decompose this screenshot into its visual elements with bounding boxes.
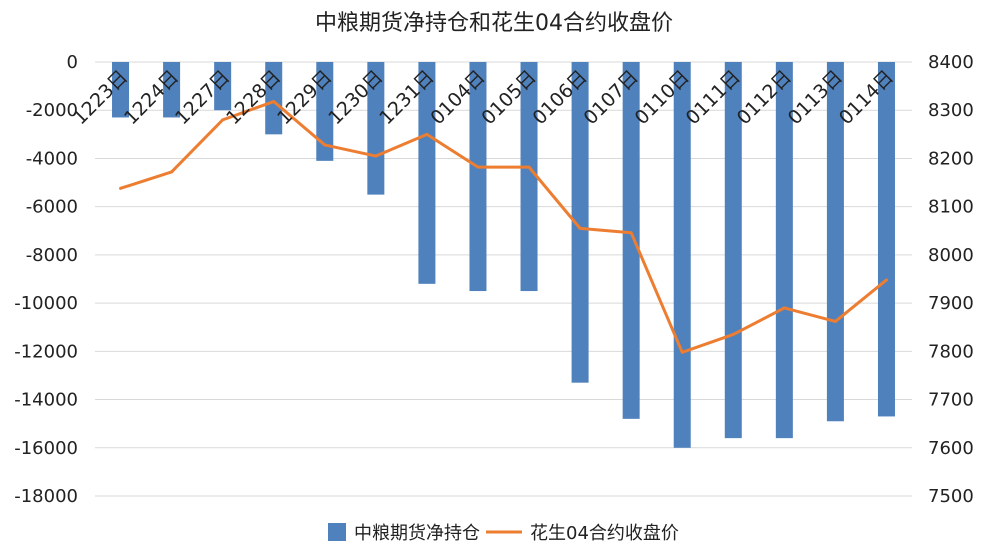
chart-title: 中粮期货净持仓和花生04合约收盘价 <box>315 11 673 36</box>
line-point <box>578 226 582 230</box>
right-axis-ticks: 8400 8300 8200 8100 8000 7900 7800 7700 7600 7500 <box>928 52 974 507</box>
bar-series <box>112 62 895 448</box>
bar <box>418 62 436 284</box>
right-tick-label: 7700 <box>928 390 974 411</box>
left-tick-label: -16000 <box>14 438 78 459</box>
line-point <box>272 100 276 104</box>
right-tick-label: 7500 <box>928 486 974 507</box>
bar <box>265 62 283 135</box>
left-axis-ticks: 0 -2000 -4000 -6000 -8000 -10000 -12000 -14000 -… <box>14 52 78 507</box>
right-tick-label: 7900 <box>928 293 974 314</box>
line-series <box>119 100 888 354</box>
bar <box>214 62 232 111</box>
bar <box>877 62 895 417</box>
price-line <box>120 100 888 354</box>
gridlines <box>95 61 912 497</box>
line-point <box>527 165 531 169</box>
bar <box>571 62 589 383</box>
left-tick-label: -2000 <box>26 100 78 121</box>
line-point <box>629 231 633 235</box>
bar <box>469 62 487 292</box>
left-tick-label: -6000 <box>26 197 78 218</box>
line-point <box>884 278 888 282</box>
legend-bar-swatch <box>328 523 346 541</box>
right-tick-label: 8000 <box>928 245 974 266</box>
left-tick-label: -14000 <box>14 390 78 411</box>
line-point <box>119 186 123 190</box>
left-tick-label: -12000 <box>14 341 78 362</box>
line-point <box>374 154 378 158</box>
legend: 中粮期货净持仓 花生04合约收盘价 <box>328 523 679 544</box>
bar <box>316 62 334 161</box>
line-point <box>170 170 174 174</box>
left-tick-label: -4000 <box>26 148 78 169</box>
legend-line-label: 花生04合约收盘价 <box>530 523 679 544</box>
bar <box>163 62 181 118</box>
bar <box>775 62 793 439</box>
right-tick-label: 8300 <box>928 100 974 121</box>
line-point <box>425 132 429 136</box>
bar <box>112 62 130 118</box>
left-tick-label: -10000 <box>14 293 78 314</box>
bar <box>622 62 640 419</box>
left-tick-label: -18000 <box>14 486 78 507</box>
left-tick-label: 0 <box>67 52 78 73</box>
right-tick-label: 8400 <box>928 52 974 73</box>
line-point <box>221 118 225 122</box>
line-point <box>680 350 684 354</box>
bar <box>724 62 742 439</box>
right-tick-label: 8200 <box>928 148 974 169</box>
line-point <box>782 306 786 310</box>
right-tick-label: 7600 <box>928 438 974 459</box>
line-point <box>731 332 735 336</box>
right-tick-label: 7800 <box>928 341 974 362</box>
left-tick-label: -8000 <box>26 245 78 266</box>
legend-bar-label: 中粮期货净持仓 <box>354 523 480 544</box>
bar <box>367 62 385 195</box>
line-point <box>833 319 837 323</box>
line-point <box>323 143 327 147</box>
line-point <box>476 165 480 169</box>
bar <box>520 62 538 292</box>
right-tick-label: 8100 <box>928 197 974 218</box>
bar <box>826 62 844 422</box>
